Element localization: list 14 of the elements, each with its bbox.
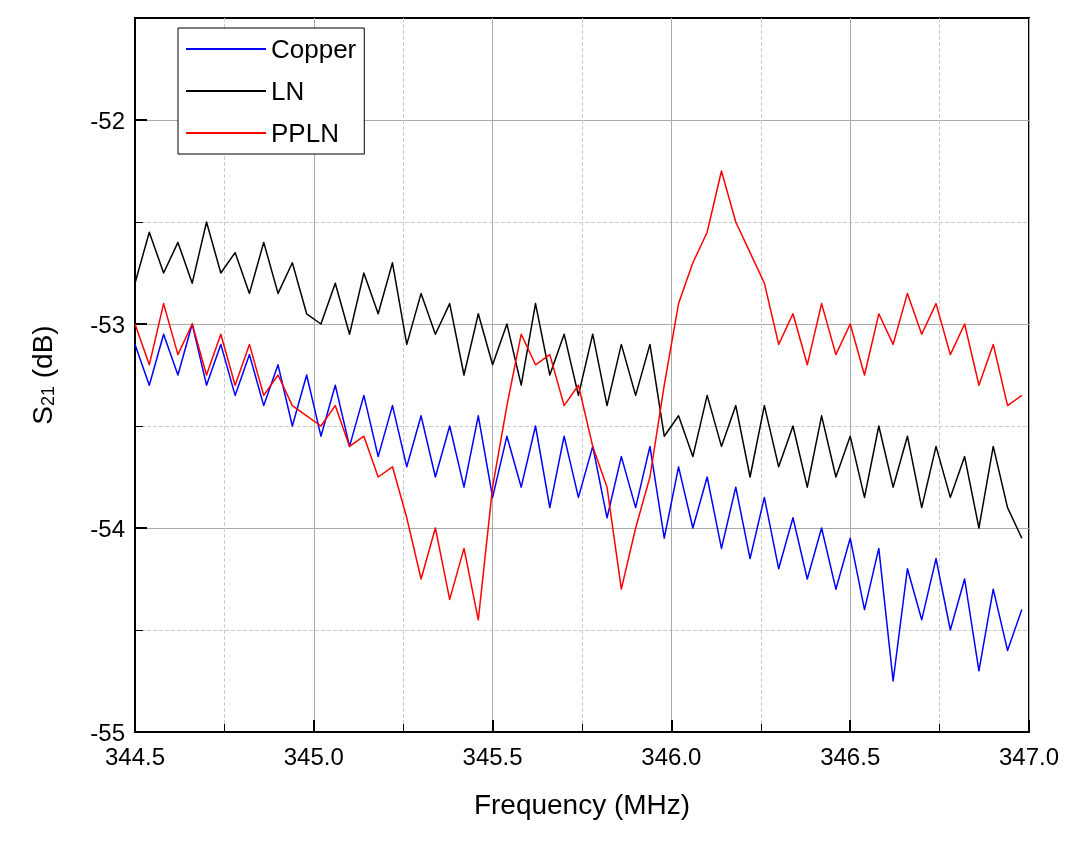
x-tick-label: 345.0: [283, 742, 344, 770]
y-axis-title: S21 (dB): [26, 325, 58, 425]
y-tick-label: -52: [90, 106, 125, 134]
line-series: [134, 170, 1023, 621]
y-tick-label: -54: [90, 514, 125, 542]
x-tick-label: 347.0: [998, 742, 1060, 770]
legend-label: LN: [271, 76, 305, 106]
y-tick-label: -53: [90, 310, 125, 338]
legend-label: Copper: [271, 34, 357, 64]
x-tick-label: 346.5: [820, 742, 881, 770]
x-axis-title: Frequency (MHz): [473, 788, 691, 820]
x-tick-label: 345.5: [462, 742, 523, 770]
x-tick-label: 346.0: [641, 742, 702, 770]
legend-label: PPLN: [271, 118, 339, 148]
